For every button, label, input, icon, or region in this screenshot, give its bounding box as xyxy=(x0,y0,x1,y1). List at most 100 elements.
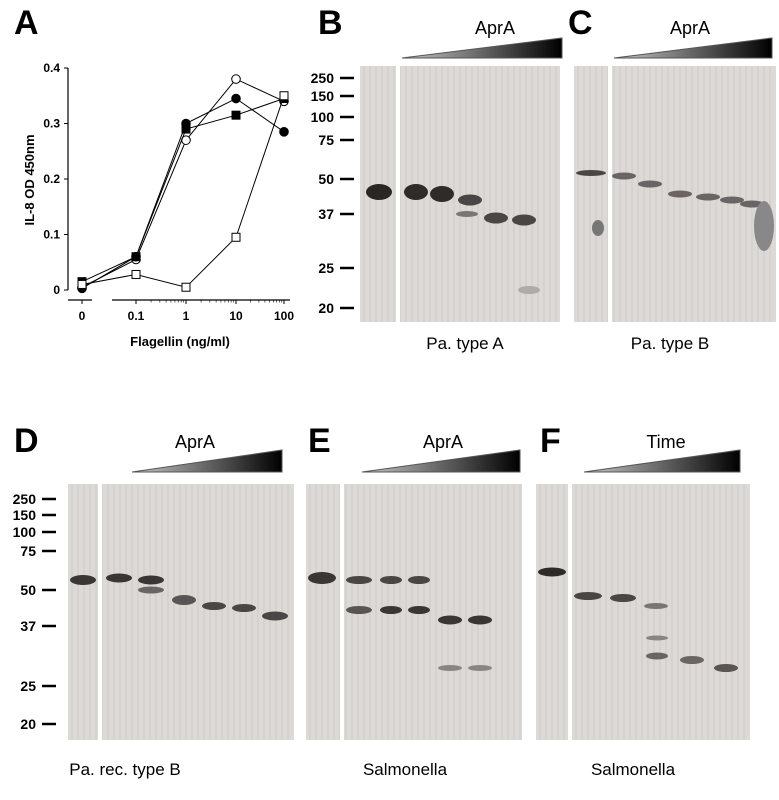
mw-label: 150 xyxy=(13,507,37,523)
mw-label: 25 xyxy=(20,678,36,694)
gel-band xyxy=(646,635,668,641)
gel-band xyxy=(644,603,668,609)
gel-band xyxy=(438,615,462,625)
gel-band xyxy=(430,186,454,202)
y-axis-label: IL-8 OD 450nm xyxy=(22,134,37,225)
x-tick-label: 0 xyxy=(79,309,86,323)
mw-label: 50 xyxy=(318,171,334,187)
gel-band xyxy=(138,575,164,585)
gel-band xyxy=(70,575,96,585)
mw-label: 250 xyxy=(13,491,37,507)
gel-band xyxy=(484,212,508,224)
gel-band xyxy=(610,594,636,602)
mw-label: 20 xyxy=(20,716,36,732)
gel-band xyxy=(680,656,704,664)
mw-label: 37 xyxy=(20,618,36,634)
panel-letter-d: D xyxy=(14,422,39,460)
y-tick-label: 0.3 xyxy=(43,117,60,131)
mw-label: 25 xyxy=(318,260,334,276)
gel-band xyxy=(366,184,392,200)
gel-image-c xyxy=(574,66,776,322)
data-point xyxy=(77,279,87,289)
gel-band xyxy=(512,214,536,226)
gel-band xyxy=(456,211,478,217)
panel-title-c: AprA xyxy=(669,18,711,38)
gel-band xyxy=(638,180,662,188)
gel-band xyxy=(696,193,720,201)
gradient-wedge-e xyxy=(361,449,521,473)
data-point xyxy=(131,269,141,279)
gel-band xyxy=(404,184,428,200)
data-point xyxy=(131,252,141,262)
data-point xyxy=(231,93,241,104)
gel-image-d xyxy=(68,484,294,740)
y-tick-label: 0 xyxy=(53,283,60,297)
gel-band xyxy=(754,201,774,251)
gel-band xyxy=(574,592,602,600)
gel-band xyxy=(646,652,668,660)
gel-band xyxy=(380,606,402,614)
gel-band xyxy=(740,200,764,208)
panel-title-e: AprA xyxy=(422,432,464,452)
gradient-wedge-d xyxy=(131,449,283,473)
gel-band xyxy=(468,665,492,671)
panel-letter-a: A xyxy=(14,4,39,42)
gel-band xyxy=(172,595,196,605)
mw-label: 100 xyxy=(13,524,37,540)
gel-band xyxy=(138,586,164,594)
line-chart-a: 0 0.1 0.2 0.3 0.4 0 0.1 1 10 100 IL-8 OD 450nm Flag… xyxy=(22,61,294,349)
x-tick-label: 1 xyxy=(183,309,190,323)
gel-band xyxy=(346,576,372,584)
gel-band xyxy=(408,576,430,584)
gel-band xyxy=(468,615,492,625)
data-point xyxy=(231,110,241,120)
panel-caption-b: Pa. type A xyxy=(426,334,504,353)
x-tick-label: 100 xyxy=(274,309,294,323)
gel-image-e xyxy=(306,484,522,740)
panel-title-b: AprA xyxy=(474,18,516,38)
mw-label: 75 xyxy=(20,543,36,559)
panel-caption-d: Pa. rec. type B xyxy=(69,760,181,779)
lane-separator xyxy=(396,66,400,322)
gel-band xyxy=(408,606,430,614)
gradient-wedge-f xyxy=(583,449,741,473)
mw-label: 50 xyxy=(20,582,36,598)
panel-caption-c: Pa. type B xyxy=(630,334,710,353)
gel-band xyxy=(458,194,482,206)
gel-band xyxy=(612,172,636,180)
panel-letter-c: C xyxy=(568,4,593,42)
gel-band xyxy=(518,286,540,294)
lane-separator xyxy=(98,484,102,740)
gel-band xyxy=(232,604,256,612)
y-tick-label: 0.1 xyxy=(43,228,60,242)
gradient-wedge-c xyxy=(613,37,773,59)
gel-background xyxy=(68,484,294,740)
data-point xyxy=(279,91,289,101)
gel-band xyxy=(202,602,226,610)
lane-separator xyxy=(608,66,612,322)
data-point xyxy=(231,232,241,242)
panel-title-f: Time xyxy=(646,432,686,452)
panel-caption-e: Salmonella xyxy=(362,760,448,779)
data-point xyxy=(181,124,191,134)
gel-band xyxy=(262,611,288,621)
panel-letter-f: F xyxy=(540,422,561,460)
gel-band xyxy=(346,606,372,614)
mw-label: 75 xyxy=(318,132,334,148)
gel-band xyxy=(106,573,132,583)
x-tick-label: 10 xyxy=(229,309,243,323)
gel-band xyxy=(438,665,462,671)
mw-label: 100 xyxy=(311,109,335,125)
data-point xyxy=(231,74,241,84)
gel-band xyxy=(308,572,336,584)
gel-band xyxy=(720,196,744,204)
gel-image-f xyxy=(536,484,750,740)
y-tick-label: 0.2 xyxy=(43,172,60,186)
gel-band xyxy=(592,220,604,236)
lane-separator xyxy=(340,484,344,740)
mw-label: 20 xyxy=(318,300,334,316)
gel-band xyxy=(380,576,402,584)
panel-caption-f: Salmonella xyxy=(590,760,676,779)
data-point xyxy=(279,127,289,137)
